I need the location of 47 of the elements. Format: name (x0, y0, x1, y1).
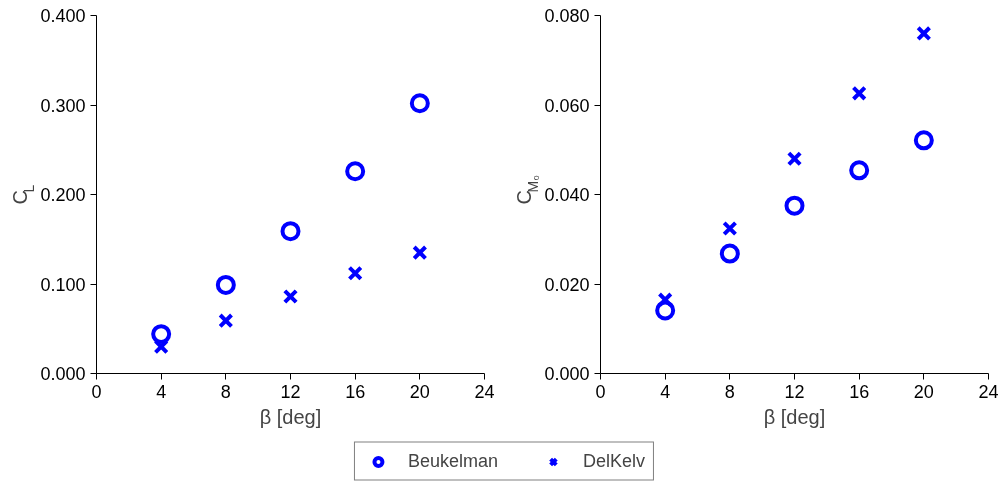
y-tick-label: 0.040 (544, 185, 590, 205)
x-tick-label: 4 (660, 381, 671, 402)
point (722, 220, 738, 237)
point (916, 25, 932, 42)
x-tick-label: 8 (724, 381, 735, 402)
point (345, 161, 366, 182)
point (851, 85, 867, 102)
y-tick-label: 0.060 (544, 95, 590, 116)
y-tick-label: 0.400 (40, 6, 86, 26)
point (786, 151, 803, 167)
point (849, 160, 870, 181)
legend-label: DelKelv (583, 450, 646, 472)
y-tick-label: 0.300 (40, 95, 86, 116)
x-tick-label: 20 (409, 381, 430, 402)
y-axis-title: CL (8, 184, 37, 205)
legend-label: Beukelman (407, 450, 499, 472)
x-tick-label: 16 (345, 381, 366, 402)
point (347, 265, 363, 281)
x-tick-label: 12 (784, 381, 805, 402)
point (913, 130, 934, 151)
point (282, 288, 299, 305)
x-tick-label: 24 (474, 381, 495, 402)
y-tick-label: 0.000 (40, 364, 86, 384)
y-tick-label: 0.100 (40, 274, 86, 295)
point (784, 195, 805, 216)
y-tick-label: 0.020 (544, 274, 590, 295)
x-tick-label: 8 (220, 381, 231, 402)
point (280, 221, 301, 242)
x-tick-label: 4 (156, 381, 167, 402)
x-axis-title: β [deg] (763, 405, 826, 428)
point (151, 324, 172, 345)
x-axis-title: β [deg] (259, 405, 322, 428)
y-tick-label: 0.200 (40, 185, 86, 205)
point (409, 93, 430, 114)
x-tick-label: 0 (595, 381, 606, 402)
x-tick-label: 0 (91, 381, 102, 402)
y-axis-title: CM₀ (512, 174, 541, 205)
x-tick-label: 24 (978, 381, 999, 402)
x-tick-label: 16 (849, 381, 870, 402)
point (719, 243, 740, 264)
x-tick-label: 12 (280, 381, 301, 402)
point (215, 274, 236, 295)
x-tick-label: 20 (913, 381, 934, 402)
point (412, 245, 428, 261)
point (218, 313, 234, 329)
y-tick-label: 0.080 (544, 6, 590, 26)
y-tick-label: 0.000 (544, 364, 590, 384)
